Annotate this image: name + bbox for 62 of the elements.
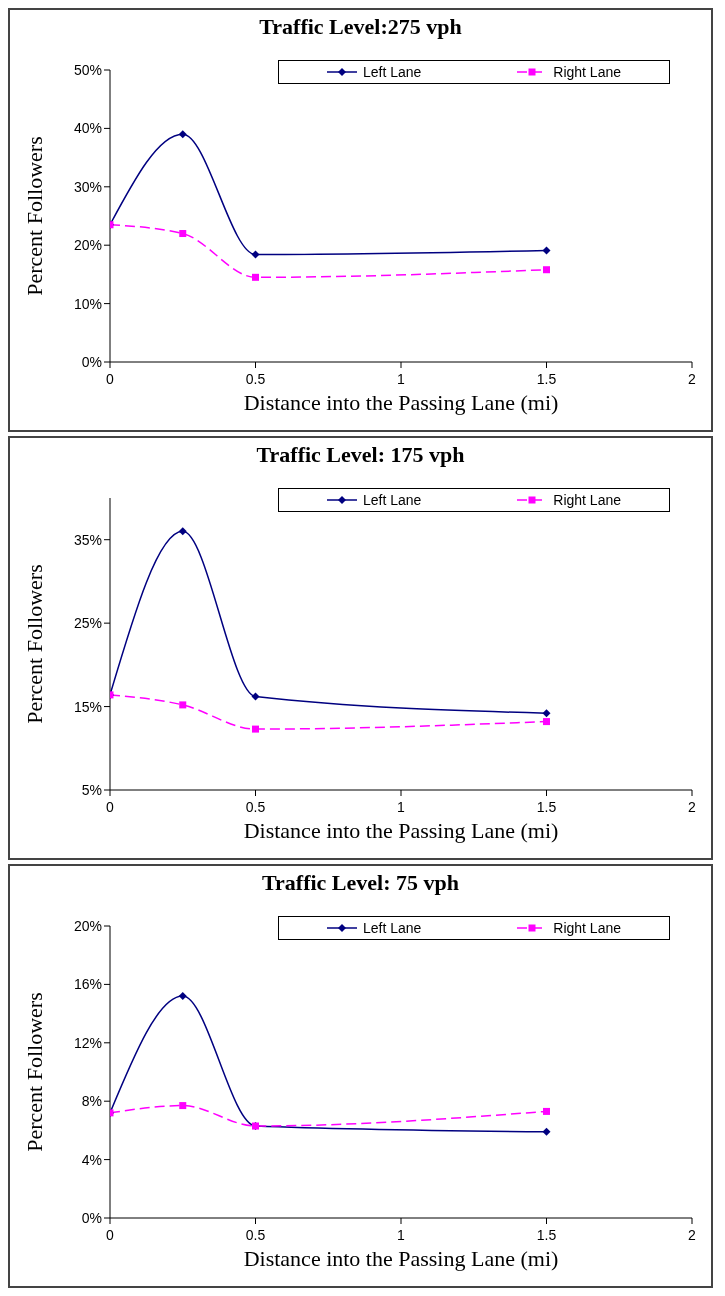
y-tick-label: 8%: [81, 1093, 102, 1110]
point: [251, 250, 260, 259]
y-tick-label: 12%: [73, 1034, 102, 1051]
point: [252, 273, 259, 281]
y-axis-title: Percent Followers: [21, 992, 47, 1152]
x-tick-label: 1: [397, 371, 406, 387]
point: [178, 527, 187, 536]
x-tick-label: 2: [688, 371, 697, 387]
y-tick-label: 30%: [73, 178, 102, 195]
x-tick-label: 2: [688, 799, 697, 815]
legend-label: Left Lane: [362, 492, 422, 508]
x-tick-label: 1.5: [536, 799, 557, 815]
chart-title: Traffic Level: 175 vph: [255, 442, 466, 468]
y-axis-title: Percent Followers: [21, 136, 47, 296]
chart-title: Traffic Level: 75 vph: [261, 870, 460, 896]
y-axis-title: Percent Followers: [21, 564, 47, 724]
chart-title: Traffic Level:275 vph: [258, 14, 463, 40]
y-tick-label: 15%: [73, 698, 102, 715]
x-tick-label: 0: [106, 371, 115, 387]
point: [542, 1127, 551, 1136]
point: [251, 692, 260, 701]
x-axis-title: Distance into the Passing Lane (mi): [243, 818, 559, 843]
x-tick-label: 1: [397, 799, 406, 815]
legend-label: Right Lane: [553, 920, 622, 936]
x-tick-label: 0.5: [245, 799, 266, 815]
x-tick-label: 0.5: [245, 1227, 266, 1243]
point: [179, 1102, 187, 1110]
y-tick-label: 5%: [81, 781, 102, 798]
legend-label: Right Lane: [553, 492, 622, 508]
legend-label: Left Lane: [362, 64, 422, 80]
point: [543, 1107, 550, 1115]
x-tick-label: 0: [106, 1227, 115, 1243]
y-tick-label: 16%: [73, 976, 102, 993]
y-tick-label: 25%: [73, 615, 102, 632]
point: [252, 725, 259, 733]
point: [179, 701, 187, 709]
x-tick-label: 1.5: [536, 371, 557, 387]
point: [542, 709, 551, 718]
y-tick-label: 35%: [73, 531, 102, 548]
point: [179, 230, 187, 238]
point: [543, 718, 550, 726]
point: [543, 266, 550, 274]
x-tick-label: 2: [688, 1227, 697, 1243]
point: [178, 992, 187, 1001]
y-tick-label: 4%: [81, 1151, 102, 1168]
y-tick-label: 20%: [73, 917, 102, 934]
legend-label: Left Lane: [362, 920, 422, 936]
y-tick-label: 0%: [81, 1209, 102, 1226]
x-tick-label: 1.5: [536, 1227, 557, 1243]
x-tick-label: 1: [397, 1227, 406, 1243]
x-axis-title: Distance into the Passing Lane (mi): [243, 390, 559, 415]
x-tick-label: 0: [106, 799, 115, 815]
y-tick-label: 10%: [73, 295, 102, 312]
y-tick-label: 50%: [73, 61, 102, 78]
point: [542, 246, 551, 255]
legend-label: Right Lane: [553, 64, 622, 80]
x-tick-label: 0.5: [245, 371, 266, 387]
y-tick-label: 0%: [81, 353, 102, 370]
y-tick-label: 40%: [73, 120, 102, 137]
x-axis-title: Distance into the Passing Lane (mi): [243, 1246, 559, 1271]
point: [178, 130, 187, 139]
y-tick-label: 20%: [73, 237, 102, 254]
